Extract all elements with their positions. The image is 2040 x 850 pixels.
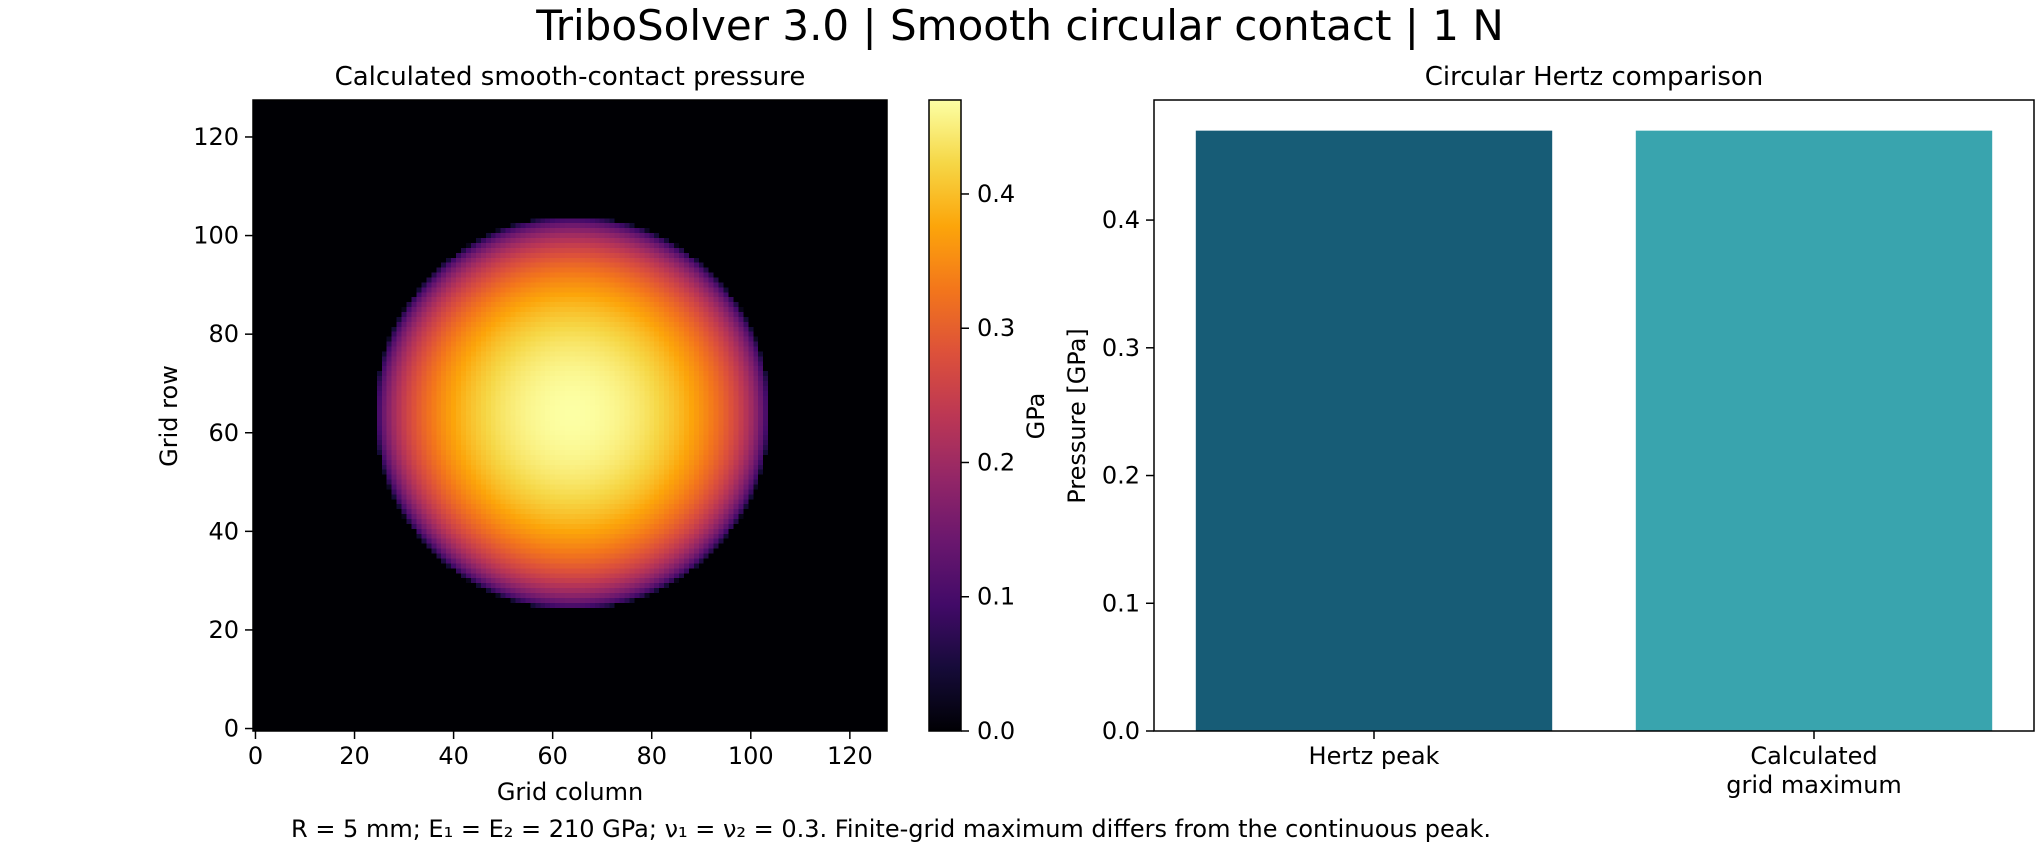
colorbar-gradient <box>929 100 961 731</box>
figure-footnote: R = 5 mm; E₁ = E₂ = 210 GPa; ν₁ = ν₂ = 0… <box>291 815 1491 843</box>
heatmap-ytick-label: 120 <box>193 123 239 151</box>
heatmap-xtick-label: 20 <box>339 742 370 770</box>
heatmap-panel: Calculated smooth-contact pressure 0 20 40… <box>155 62 888 806</box>
bar <box>1195 130 1553 731</box>
bar-ylabel: Pressure [GPa] <box>1063 328 1091 504</box>
heatmap-title: Calculated smooth-contact pressure <box>335 62 806 92</box>
heatmap-xtick-label: 0 <box>248 742 263 770</box>
heatmap-xtick-label: 100 <box>728 742 774 770</box>
bar-ytick-label: 0.4 <box>1102 206 1140 234</box>
heatmap-xtick-label: 40 <box>438 742 469 770</box>
colorbar-tick-label: 0.3 <box>977 314 1015 342</box>
heatmap-ytick-label: 0 <box>224 715 239 743</box>
heatmap-xlabel: Grid column <box>497 778 643 806</box>
bar-ytick-label: 0.3 <box>1102 334 1140 362</box>
colorbar-label: GPa <box>1022 393 1050 440</box>
heatmap-ytick-label: 80 <box>208 320 239 348</box>
bar-title: Circular Hertz comparison <box>1425 62 1764 92</box>
bar-frame <box>1153 99 2035 732</box>
heatmap-ytick-label: 100 <box>193 222 239 250</box>
colorbar-tick-label: 0.1 <box>977 583 1015 611</box>
heatmap-xtick-label: 120 <box>827 742 873 770</box>
colorbar-tick-label: 0.0 <box>977 717 1015 745</box>
bar <box>1635 130 1993 731</box>
heatmap-ytick-label: 40 <box>208 517 239 545</box>
colorbar: 0.0 0.1 0.2 0.3 0.4 GPa <box>928 99 1050 745</box>
heatmap-ytick-label: 60 <box>208 419 239 447</box>
colorbar-frame <box>928 99 962 732</box>
bar-ytick-label: 0.1 <box>1102 589 1140 617</box>
bar-panel: Circular Hertz comparison 0.0 0.1 0.2 0.3 0.… <box>1063 62 2035 799</box>
figure-title: TriboSolver 3.0 | Smooth circular contac… <box>535 1 1504 50</box>
heatmap-ylabel: Grid row <box>155 365 183 467</box>
colorbar-tick-label: 0.2 <box>977 448 1015 476</box>
bar-category-label: Hertz peak <box>1309 742 1440 770</box>
heatmap-image-holder <box>253 100 887 731</box>
heatmap-xtick-label: 60 <box>537 742 568 770</box>
bar-category-label: Calculated grid maximum <box>1726 742 1902 799</box>
colorbar-tick-label: 0.4 <box>977 180 1015 208</box>
heatmap-xtick-label: 80 <box>636 742 667 770</box>
heatmap-image <box>253 100 887 731</box>
bar-ytick-label: 0.0 <box>1102 717 1140 745</box>
heatmap-frame <box>252 99 888 732</box>
bar-ytick-label: 0.2 <box>1102 462 1140 490</box>
heatmap-ytick-label: 20 <box>208 616 239 644</box>
